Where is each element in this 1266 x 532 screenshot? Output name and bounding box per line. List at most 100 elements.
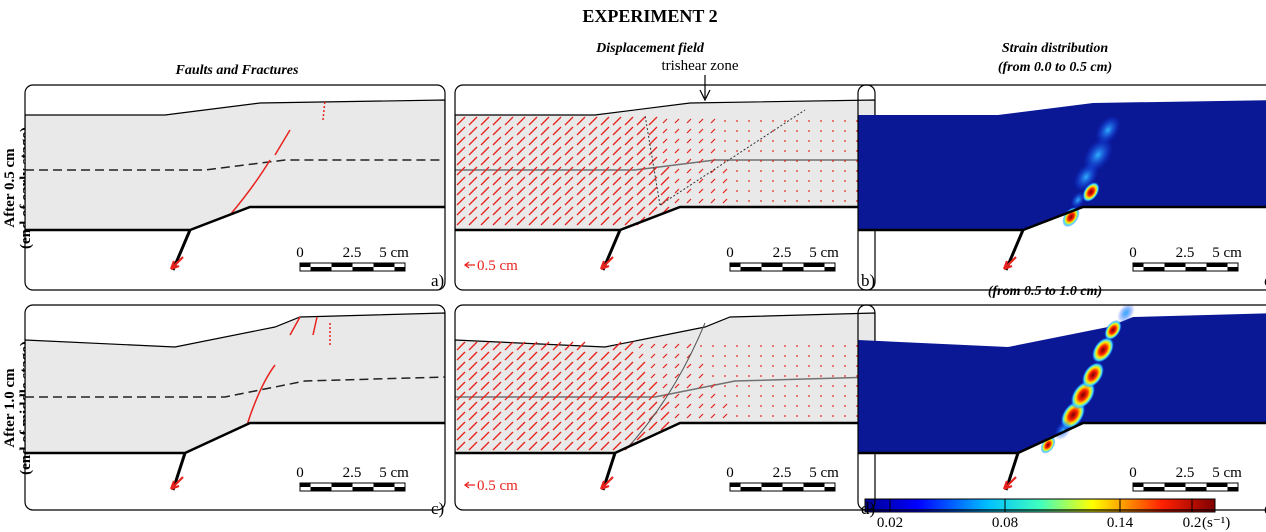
vector [736, 150, 738, 152]
vector [748, 355, 750, 357]
vector [772, 345, 774, 347]
vector [844, 170, 846, 172]
panel: 02.55 cme) [858, 300, 1266, 518]
vector [748, 345, 750, 347]
vector [844, 395, 846, 397]
scale-segment [751, 267, 762, 271]
vector [784, 200, 786, 202]
scale-segment [1196, 487, 1207, 491]
vector [844, 130, 846, 132]
scale-segment [762, 263, 773, 267]
scale-segment [1144, 267, 1155, 271]
figure: EXPERIMENT 2 Faults and Fractures Displa… [0, 0, 1266, 532]
vector [796, 355, 798, 357]
vector [736, 355, 738, 357]
vector [832, 180, 834, 182]
vector [724, 355, 726, 357]
panel-letter: b) [861, 271, 875, 290]
scale-segment [311, 267, 322, 271]
scale-label: 5 cm [1212, 465, 1242, 481]
scale-label: 2.5 [343, 245, 362, 261]
vector [820, 375, 822, 377]
panel-letter: a) [431, 271, 444, 290]
vector [796, 130, 798, 132]
vector [712, 345, 714, 347]
scale-label: 5 cm [809, 245, 839, 261]
scale-segment [762, 483, 773, 487]
vector [784, 120, 786, 122]
vector [808, 200, 810, 202]
scale-segment [1207, 263, 1218, 267]
vector [784, 395, 786, 397]
vector [808, 140, 810, 142]
panel: 02.55 cm0.5 cmd) [455, 305, 875, 518]
annotation-arrow [700, 75, 710, 100]
vector [748, 365, 750, 367]
colorbar-label: 0.08 [992, 515, 1018, 531]
scale-segment [384, 483, 395, 487]
panel-letter: c) [431, 499, 444, 518]
vector [772, 405, 774, 407]
vector [844, 405, 846, 407]
vector [772, 140, 774, 142]
vector [844, 140, 846, 142]
vector [808, 345, 810, 347]
scale-segment [363, 487, 374, 491]
vector [748, 190, 750, 192]
scale-segment [374, 263, 385, 267]
scale-label: 2.5 [1176, 465, 1195, 481]
vector [724, 345, 726, 347]
vector [772, 415, 774, 417]
vector [832, 395, 834, 397]
scale-segment [1175, 263, 1186, 267]
vector [784, 190, 786, 192]
vector [820, 120, 822, 122]
scale-segment [1144, 487, 1155, 491]
scale-segment [1186, 487, 1197, 491]
vector [784, 150, 786, 152]
scale-segment [1175, 483, 1186, 487]
vector [748, 160, 750, 162]
vector [736, 375, 738, 377]
vector [760, 345, 762, 347]
scale-segment [804, 263, 815, 267]
vector [844, 150, 846, 152]
vector [760, 180, 762, 182]
vector [784, 140, 786, 142]
vector [832, 190, 834, 192]
vector-scale-arrow [465, 262, 475, 268]
scale-segment [1217, 263, 1228, 267]
scale-segment [395, 267, 406, 271]
vector [748, 170, 750, 172]
vector [820, 140, 822, 142]
vector [820, 395, 822, 397]
vector [700, 345, 702, 347]
scale-segment [730, 263, 741, 267]
vector [772, 200, 774, 202]
scale-label: 0 [296, 465, 304, 481]
scale-segment [300, 483, 311, 487]
figure-title: EXPERIMENT 2 [582, 6, 717, 26]
vector [796, 150, 798, 152]
vector [808, 415, 810, 417]
hanging-wall [25, 100, 445, 230]
vector [808, 405, 810, 407]
vector [844, 180, 846, 182]
panel: 02.55 cmc) [25, 305, 445, 518]
vector [832, 345, 834, 347]
vector [832, 120, 834, 122]
scale-segment [741, 487, 752, 491]
panel-letter: d) [861, 499, 875, 518]
strain-field [858, 100, 1266, 230]
column-title: Displacement field [595, 41, 705, 56]
vector [808, 375, 810, 377]
scale-segment [1165, 483, 1176, 487]
vector [724, 375, 726, 377]
vector [772, 355, 774, 357]
scale-label: 5 cm [379, 465, 409, 481]
vector [832, 200, 834, 202]
colorbar-label: 0.14 [1107, 515, 1134, 531]
vector [712, 365, 714, 367]
vector [736, 415, 738, 417]
